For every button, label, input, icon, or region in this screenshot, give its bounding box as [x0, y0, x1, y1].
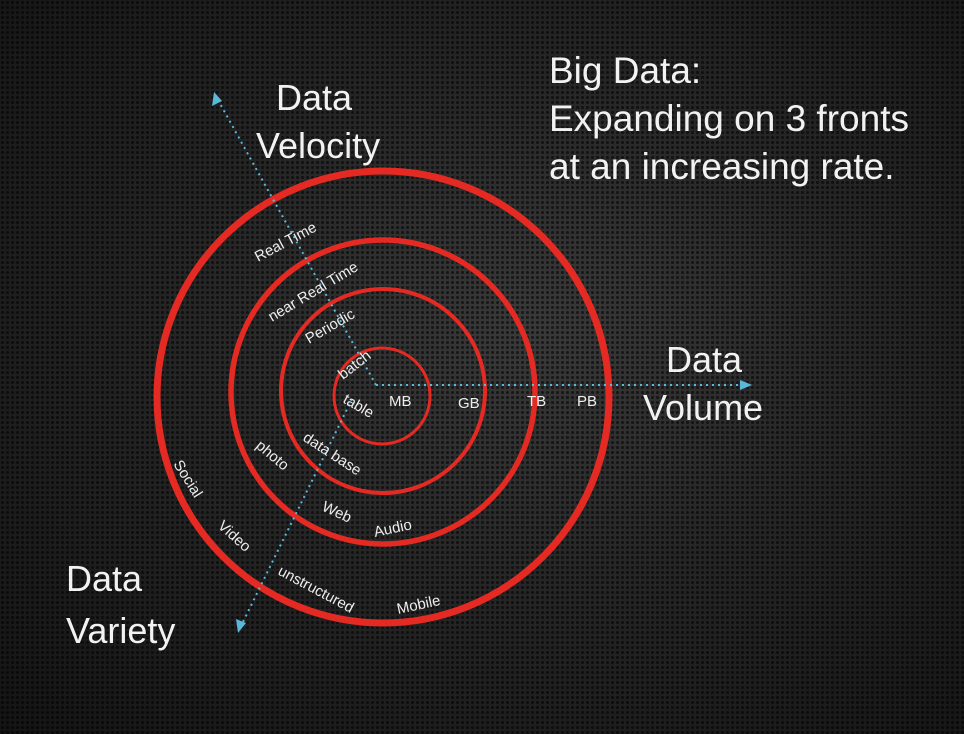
velocity-title-line-1: Data: [276, 77, 353, 118]
title-line-2: Expanding on 3 fronts: [549, 98, 909, 139]
variety-title-line-2: Variety: [66, 610, 175, 651]
variety-title-line-1: Data: [66, 558, 143, 599]
ring-tb: [228, 237, 538, 547]
variety-label-table: table: [340, 391, 377, 422]
title-line-3: at an increasing rate.: [549, 146, 895, 187]
velocity-arrowhead-icon: [212, 92, 222, 106]
volume-arrowhead-icon: [740, 380, 752, 390]
volume-label-gb: GB: [458, 395, 480, 412]
volume-label-tb: TB: [527, 393, 546, 410]
title-line-1: Big Data:: [549, 50, 701, 91]
velocity-label-periodic: Periodic: [303, 305, 359, 347]
volume-title-line-2: Volume: [643, 387, 763, 428]
ring-mb: [332, 346, 432, 446]
variety-arrowhead-icon: [236, 619, 246, 633]
variety-label-unstructured: unstructured: [275, 563, 357, 617]
volume-label-pb: PB: [577, 393, 597, 410]
ring-gb: [279, 287, 487, 495]
velocity-title-line-2: Velocity: [256, 125, 380, 166]
variety-label-audio: Audio: [372, 516, 413, 541]
variety-label-photo: photo: [252, 437, 292, 474]
variety-label-web: Web: [319, 498, 354, 526]
velocity-axis: [217, 99, 377, 386]
volume-label-mb: MB: [389, 393, 412, 410]
ring-pb: [153, 167, 613, 627]
velocity-label-batch: batch: [335, 347, 374, 383]
volume-title-line-1: Data: [666, 339, 743, 380]
